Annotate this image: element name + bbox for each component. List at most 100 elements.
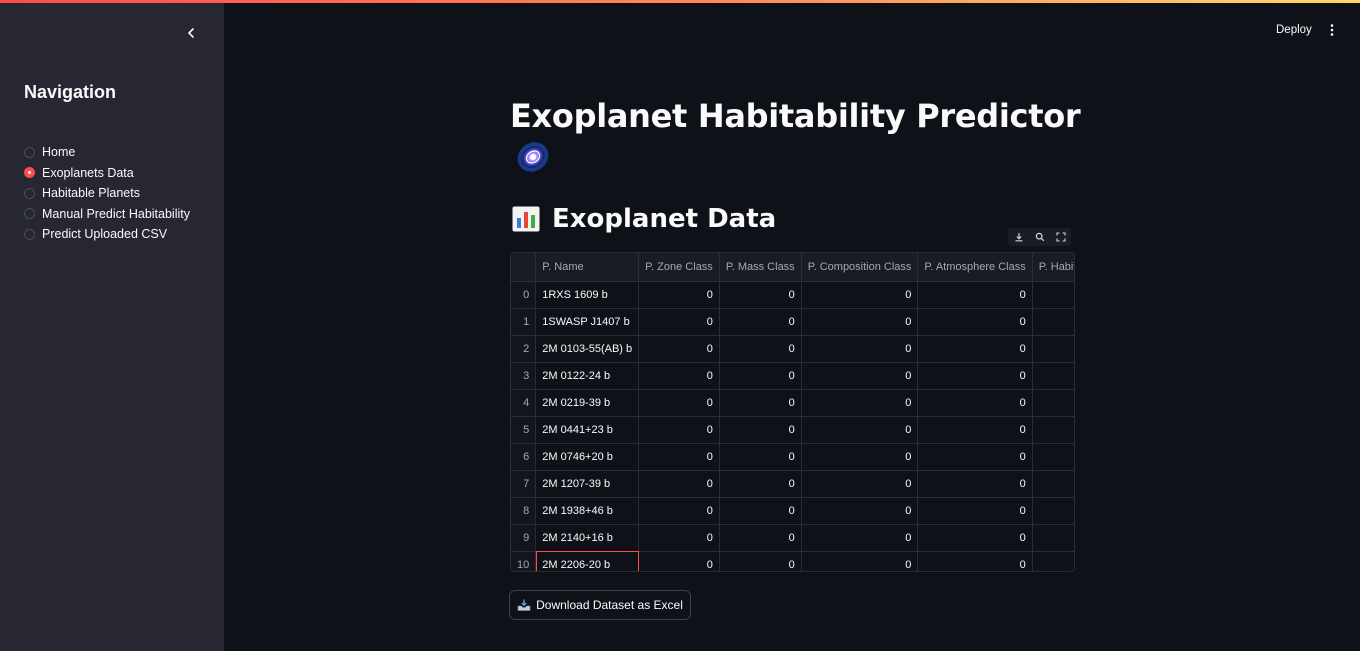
table-cell-zone[interactable]: 0 [638,443,720,471]
table-cell-zone[interactable]: 0 [638,389,720,417]
table-cell-atmo[interactable]: 0 [917,497,1033,525]
column-header-name[interactable]: P. Name [535,253,640,282]
table-cell-zone[interactable]: 0 [638,308,720,336]
table-cell-comp[interactable]: 0 [801,551,919,571]
table-cell-zone[interactable]: 0 [638,416,720,444]
table-cell-zone[interactable]: 0 [638,335,720,363]
table-cell-atmo[interactable]: 0 [917,308,1033,336]
table-cell-mass[interactable]: 0 [719,335,802,363]
table-cell-comp[interactable]: 0 [801,308,919,336]
column-header-atmosphere[interactable]: P. Atmosphere Class [917,253,1033,282]
table-cell-name[interactable]: 2M 0103-55(AB) b [535,335,640,363]
table-cell-hab[interactable] [1032,389,1074,417]
table-cell-zone[interactable]: 0 [638,362,720,390]
table-cell-name[interactable]: 2M 1938+46 b [535,497,640,525]
table-cell-mass[interactable]: 0 [719,389,802,417]
table-cell-atmo[interactable]: 0 [917,389,1033,417]
table-cell-zone[interactable]: 0 [638,524,720,552]
nav-item-exoplanets-data[interactable]: Exoplanets Data [24,163,190,184]
table-cell-mass[interactable]: 0 [719,551,802,571]
table-cell-mass[interactable]: 0 [719,416,802,444]
table-cell-comp[interactable]: 0 [801,416,919,444]
radio-exoplanets-data[interactable] [24,167,35,179]
table-cell-hab[interactable] [1032,281,1074,309]
table-cell-atmo[interactable]: 0 [917,551,1033,571]
table-cell-hab[interactable] [1032,497,1074,525]
table-cell-comp[interactable]: 0 [801,362,919,390]
download-excel-button[interactable]: Download Dataset as Excel [509,590,691,620]
nav-item-manual-predict[interactable]: Manual Predict Habitability [24,204,190,225]
table-cell-comp[interactable]: 0 [801,335,919,363]
table-cell-name[interactable]: 2M 0746+20 b [535,443,640,471]
table-cell-hab[interactable] [1032,443,1074,471]
column-header-habitable[interactable]: P. Habitable [1032,253,1074,282]
table-cell-hab[interactable] [1032,524,1074,552]
table-cell-mass[interactable]: 0 [719,443,802,471]
table-cell-comp[interactable]: 0 [801,389,919,417]
table-cell-hab[interactable] [1032,335,1074,363]
collapse-sidebar-button[interactable] [180,22,202,44]
download-csv-button[interactable] [1008,228,1029,246]
radio-manual-predict[interactable] [24,208,35,220]
column-header-mass[interactable]: P. Mass Class [719,253,802,282]
table-cell-atmo[interactable]: 0 [917,416,1033,444]
table-cell-comp[interactable]: 0 [801,443,919,471]
table-cell-mass[interactable]: 0 [719,470,802,498]
table-cell-comp[interactable]: 0 [801,470,919,498]
table-cell-hab[interactable] [1032,551,1074,571]
table-cell-atmo[interactable]: 0 [917,524,1033,552]
fullscreen-button[interactable] [1050,228,1071,246]
radio-predict-csv[interactable] [24,228,35,240]
nav-item-predict-csv[interactable]: Predict Uploaded CSV [24,224,190,245]
table-cell-name[interactable]: 2M 0122-24 b [535,362,640,390]
table-cell-zone[interactable]: 0 [638,497,720,525]
exoplanet-dataframe[interactable]: P. Name P. Zone Class P. Mass Class P. C… [510,252,1075,572]
table-cell-mass[interactable]: 0 [719,308,802,336]
nav-item-habitable-planets[interactable]: Habitable Planets [24,183,190,204]
table-cell-mass[interactable]: 0 [719,524,802,552]
table-cell-name[interactable]: 2M 2206-20 b [535,551,640,571]
table-cell-atmo[interactable]: 0 [917,335,1033,363]
table-cell-atmo[interactable]: 0 [917,443,1033,471]
nav-item-home[interactable]: Home [24,142,190,163]
table-cell-comp[interactable]: 0 [801,497,919,525]
table-cell-hab[interactable] [1032,308,1074,336]
table-cell-atmo[interactable]: 0 [917,362,1033,390]
table-cell-atmo[interactable]: 0 [917,470,1033,498]
table-cell-mass[interactable]: 0 [719,497,802,525]
table-cell-mass[interactable]: 0 [719,281,802,309]
table-cell-name[interactable]: 2M 0441+23 b [535,416,640,444]
table-cell-comp[interactable]: 0 [801,524,919,552]
table-cell-zone[interactable]: 0 [638,470,720,498]
column-header-zone[interactable]: P. Zone Class [638,253,720,282]
search-button[interactable] [1029,228,1050,246]
table-cell-atmo[interactable]: 0 [917,281,1033,309]
table-cell-hab[interactable] [1032,362,1074,390]
table-cell-zone[interactable]: 0 [638,551,720,571]
table-cell-name[interactable]: 2M 0219-39 b [535,389,640,417]
table-cell-name[interactable]: 1RXS 1609 b [535,281,640,309]
radio-home[interactable] [24,146,35,158]
table-cell-name[interactable]: 1SWASP J1407 b [535,308,640,336]
table-cell-zone[interactable]: 0 [638,281,720,309]
table-cell-name[interactable]: 2M 1207-39 b [535,470,640,498]
radio-habitable-planets[interactable] [24,187,35,199]
main-menu-button[interactable] [1322,20,1342,40]
table-cell-hab[interactable] [1032,416,1074,444]
column-header-composition[interactable]: P. Composition Class [801,253,919,282]
deploy-button[interactable]: Deploy [1276,24,1312,36]
table-cell-comp[interactable]: 0 [801,281,919,309]
table-cell-hab[interactable] [1032,470,1074,498]
table-cell-name[interactable]: 2M 2140+16 b [535,524,640,552]
